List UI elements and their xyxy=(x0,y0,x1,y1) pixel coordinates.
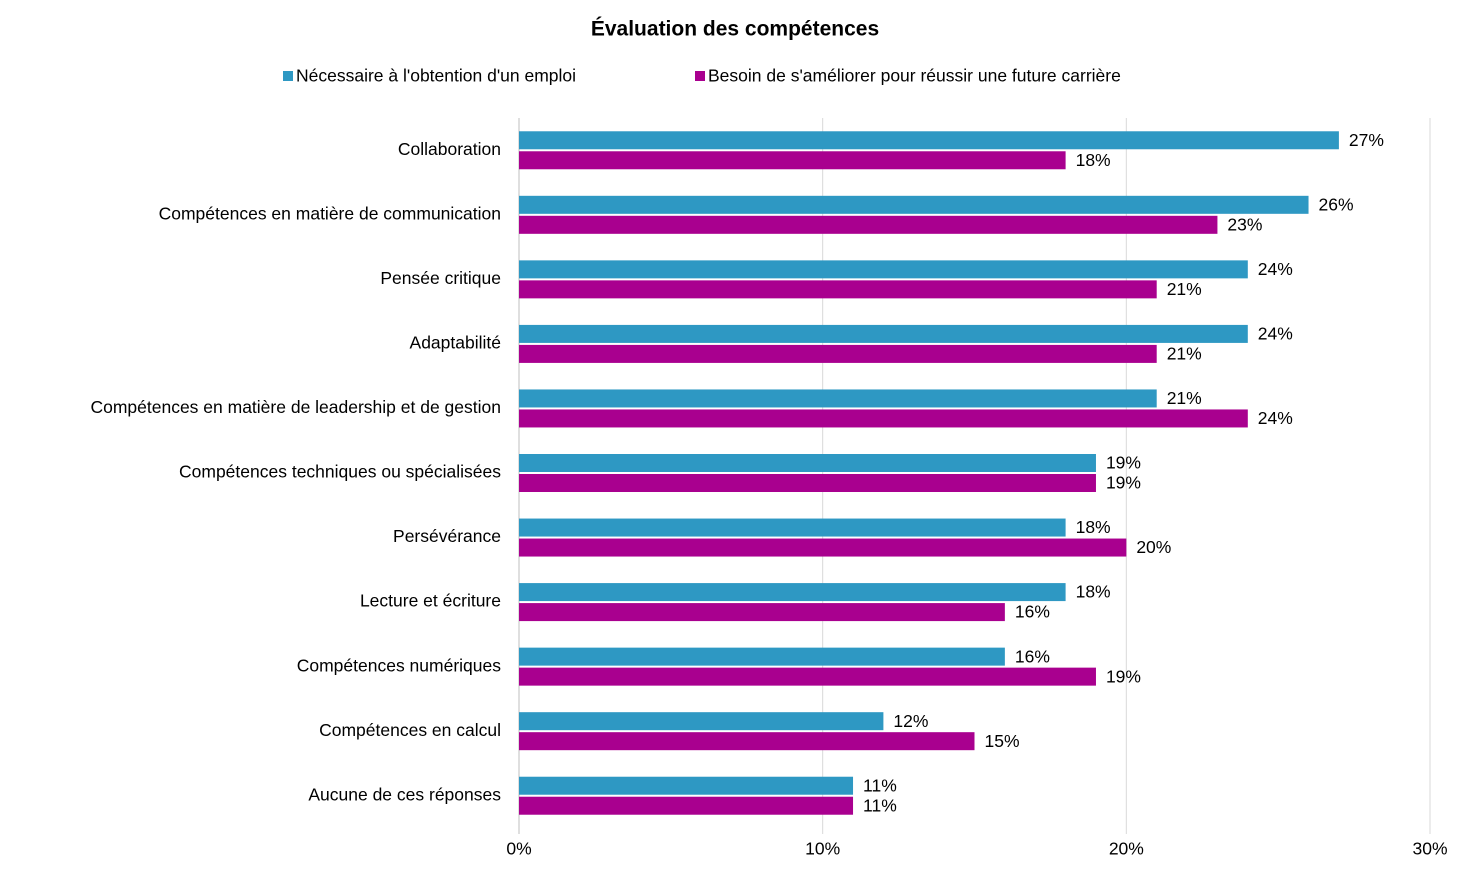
legend-swatch xyxy=(283,71,293,81)
bar xyxy=(519,195,1309,214)
bar xyxy=(519,131,1339,150)
bar xyxy=(519,667,1096,686)
bar xyxy=(519,518,1066,537)
bar xyxy=(519,603,1005,622)
bar xyxy=(519,583,1066,602)
data-label: 11% xyxy=(863,775,897,795)
data-label: 16% xyxy=(1015,602,1050,622)
bar xyxy=(519,324,1248,343)
y-tick-label: Compétences en matière de communication xyxy=(159,203,501,223)
y-tick-label: Collaboration xyxy=(398,139,501,159)
bar xyxy=(519,260,1248,279)
bar xyxy=(519,712,884,731)
bar xyxy=(519,732,975,751)
bar xyxy=(519,538,1127,557)
y-tick-label: Lecture et écriture xyxy=(360,591,501,611)
y-tick-label: Persévérance xyxy=(393,526,501,546)
data-label: 23% xyxy=(1227,214,1262,234)
bar xyxy=(519,215,1218,234)
y-tick-label: Compétences en matière de leadership et … xyxy=(90,397,501,417)
bar xyxy=(519,647,1005,666)
y-tick-label: Compétences techniques ou spécialisées xyxy=(179,462,501,482)
bar xyxy=(519,796,854,815)
x-tick-label: 30% xyxy=(1412,839,1447,859)
y-tick-label: Compétences en calcul xyxy=(319,720,501,740)
data-label: 24% xyxy=(1258,408,1293,428)
legend-label: Nécessaire à l'obtention d'un emploi xyxy=(296,66,576,86)
data-label: 19% xyxy=(1106,473,1141,493)
data-label: 12% xyxy=(893,711,928,731)
chart-title: Évaluation des compétences xyxy=(591,18,879,41)
bar xyxy=(519,776,854,795)
data-label: 26% xyxy=(1319,194,1354,214)
y-tick-label: Pensée critique xyxy=(380,268,501,288)
legend-label: Besoin de s'améliorer pour réussir une f… xyxy=(708,66,1121,86)
y-tick-label: Adaptabilité xyxy=(410,333,501,353)
data-label: 21% xyxy=(1167,344,1202,364)
data-label: 19% xyxy=(1106,666,1141,686)
data-label: 24% xyxy=(1258,324,1293,344)
bar xyxy=(519,454,1096,472)
legend-swatch xyxy=(695,71,705,81)
data-label: 11% xyxy=(863,795,897,815)
x-tick-label: 0% xyxy=(506,839,531,859)
x-tick-label: 10% xyxy=(805,839,840,859)
bar xyxy=(519,474,1096,492)
data-label: 18% xyxy=(1076,582,1111,602)
y-tick-label: Aucune de ces réponses xyxy=(308,784,501,804)
bar xyxy=(519,389,1157,408)
x-tick-label: 20% xyxy=(1109,839,1144,859)
data-label: 18% xyxy=(1076,150,1111,170)
data-label: 21% xyxy=(1167,388,1202,408)
bar xyxy=(519,280,1157,299)
data-label: 19% xyxy=(1106,453,1141,473)
data-label: 27% xyxy=(1349,130,1384,150)
data-label: 15% xyxy=(985,731,1020,751)
data-label: 18% xyxy=(1076,517,1111,537)
bar xyxy=(519,344,1157,363)
data-label: 24% xyxy=(1258,259,1293,279)
data-label: 20% xyxy=(1136,537,1171,557)
data-label: 16% xyxy=(1015,646,1050,666)
bar xyxy=(519,151,1066,170)
bar xyxy=(519,409,1248,428)
data-label: 21% xyxy=(1167,279,1202,299)
y-tick-label: Compétences numériques xyxy=(297,655,502,675)
